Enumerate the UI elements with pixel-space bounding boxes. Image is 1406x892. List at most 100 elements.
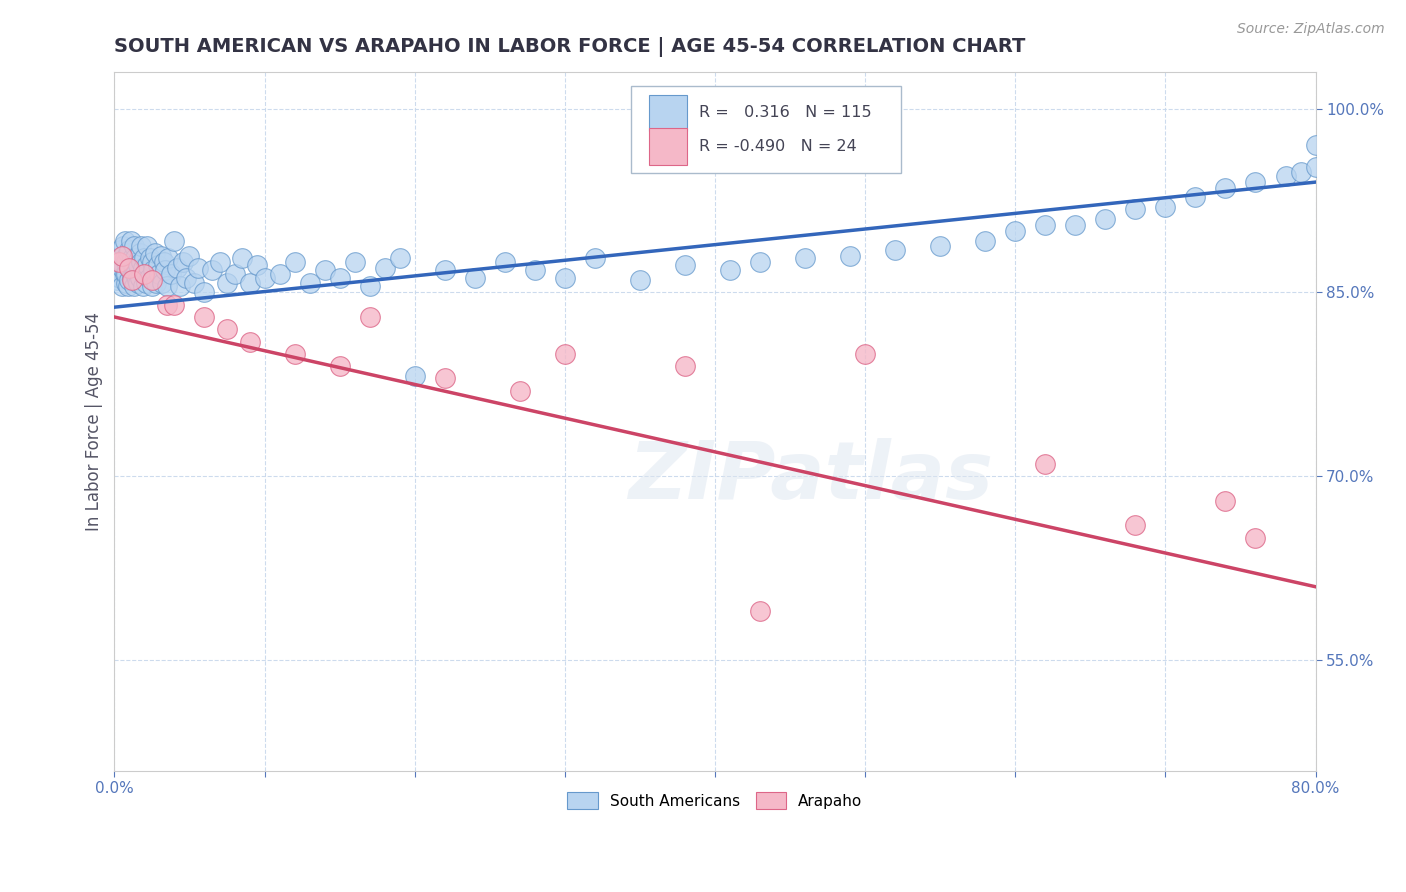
Point — [166, 260, 188, 275]
Point — [135, 276, 157, 290]
Point — [111, 249, 134, 263]
Point — [156, 279, 179, 293]
Point — [132, 279, 155, 293]
Point — [974, 234, 997, 248]
Point — [155, 263, 177, 277]
Point — [120, 234, 142, 248]
Point — [374, 260, 396, 275]
Point — [253, 270, 276, 285]
Point — [127, 276, 149, 290]
Point — [1305, 161, 1327, 175]
Point — [1033, 218, 1056, 232]
Point — [1004, 224, 1026, 238]
Point — [929, 239, 952, 253]
Point — [115, 255, 138, 269]
Point — [134, 267, 156, 281]
Point — [145, 276, 167, 290]
Point — [149, 249, 172, 263]
Point — [169, 279, 191, 293]
Point — [673, 359, 696, 373]
Y-axis label: In Labor Force | Age 45-54: In Labor Force | Age 45-54 — [86, 311, 103, 531]
Point — [1274, 169, 1296, 183]
Point — [749, 255, 772, 269]
Point — [718, 263, 741, 277]
Point — [107, 273, 129, 287]
Text: SOUTH AMERICAN VS ARAPAHO IN LABOR FORCE | AGE 45-54 CORRELATION CHART: SOUTH AMERICAN VS ARAPAHO IN LABOR FORCE… — [114, 37, 1026, 57]
Point — [628, 273, 651, 287]
Point — [148, 267, 170, 281]
Point — [114, 267, 136, 281]
Text: R = -0.490   N = 24: R = -0.490 N = 24 — [699, 139, 858, 154]
Point — [141, 273, 163, 287]
Point — [269, 267, 291, 281]
Point — [193, 285, 215, 300]
FancyBboxPatch shape — [650, 128, 688, 165]
Point — [554, 347, 576, 361]
Point — [1244, 531, 1267, 545]
Point — [118, 260, 141, 275]
Point — [1125, 518, 1147, 533]
Point — [238, 276, 260, 290]
Point — [141, 279, 163, 293]
Point — [179, 249, 201, 263]
Point — [117, 246, 139, 260]
Point — [554, 270, 576, 285]
Point — [163, 298, 186, 312]
Point — [284, 347, 307, 361]
Point — [208, 255, 231, 269]
Point — [134, 251, 156, 265]
Point — [127, 259, 149, 273]
Point — [359, 310, 381, 324]
Point — [183, 276, 205, 290]
Point — [673, 259, 696, 273]
Point — [187, 260, 209, 275]
Point — [129, 246, 152, 260]
Point — [794, 251, 817, 265]
Point — [125, 273, 148, 287]
Point — [124, 251, 146, 265]
Point — [494, 255, 516, 269]
Point — [1305, 138, 1327, 153]
Point — [172, 255, 194, 269]
Point — [114, 234, 136, 248]
Point — [111, 279, 134, 293]
Point — [1154, 200, 1177, 214]
Point — [134, 267, 156, 281]
Point — [215, 276, 238, 290]
Point — [215, 322, 238, 336]
Text: R =   0.316   N = 115: R = 0.316 N = 115 — [699, 105, 872, 120]
Point — [112, 259, 135, 273]
Point — [284, 255, 307, 269]
Point — [298, 276, 321, 290]
Point — [108, 255, 131, 269]
Point — [238, 334, 260, 349]
Point — [152, 276, 174, 290]
Point — [120, 255, 142, 269]
Point — [329, 359, 352, 373]
Point — [853, 347, 876, 361]
Point — [1289, 165, 1312, 179]
Point — [114, 251, 136, 265]
Point — [110, 243, 132, 257]
Point — [122, 239, 145, 253]
Point — [433, 371, 456, 385]
Point — [1184, 190, 1206, 204]
Point — [224, 267, 246, 281]
Point — [839, 249, 862, 263]
Point — [146, 259, 169, 273]
Point — [314, 263, 336, 277]
Point — [142, 263, 165, 277]
Point — [433, 263, 456, 277]
FancyBboxPatch shape — [650, 95, 688, 131]
Point — [111, 260, 134, 275]
Point — [110, 270, 132, 285]
Point — [131, 255, 153, 269]
Point — [246, 259, 269, 273]
Point — [136, 239, 159, 253]
Point — [132, 260, 155, 275]
Point — [112, 239, 135, 253]
FancyBboxPatch shape — [631, 86, 901, 173]
Point — [160, 267, 183, 281]
Point — [1215, 494, 1237, 508]
Point — [464, 270, 486, 285]
